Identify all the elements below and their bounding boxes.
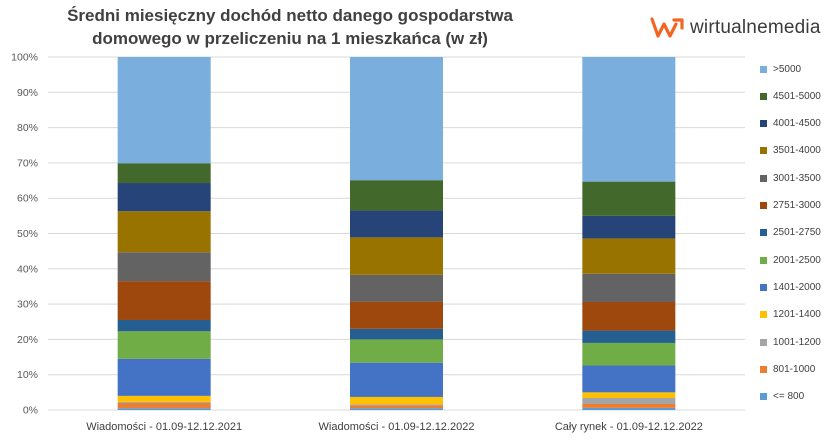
y-tick-label: 50% xyxy=(17,228,38,240)
legend-swatch xyxy=(760,393,767,401)
y-tick-label: 70% xyxy=(17,157,38,169)
bar-segment xyxy=(350,362,443,397)
legend-item: 4501-5000 xyxy=(760,89,821,103)
brand-logo: wirtualnemedia xyxy=(650,16,830,42)
bar-segment xyxy=(582,403,676,408)
legend-label: 4501-5000 xyxy=(773,90,821,102)
bar-segment xyxy=(582,342,676,366)
bar-segment xyxy=(582,215,676,239)
chart-title-line-1: Średni miesięczny dochód netto danego go… xyxy=(67,6,513,25)
legend-item: 4001-4500 xyxy=(760,117,821,131)
y-tick-label: 10% xyxy=(17,369,38,381)
legend-swatch xyxy=(760,92,767,100)
legend-item: 1201-1400 xyxy=(760,308,821,322)
legend-swatch xyxy=(760,283,767,291)
bar-segment xyxy=(117,252,211,282)
bar-segment xyxy=(350,408,443,410)
y-tick-label: 80% xyxy=(17,122,38,134)
bar-segment xyxy=(117,331,211,359)
chart-title-line-2: domowego w przeliczeniu na 1 mieszkańca … xyxy=(92,29,488,48)
bar-segment xyxy=(117,183,211,212)
legend-swatch xyxy=(760,65,767,73)
bar-segment xyxy=(582,57,676,182)
legend-swatch xyxy=(760,147,767,155)
bar-segment xyxy=(117,163,211,184)
wirtualnemedia-logo-icon xyxy=(650,17,684,38)
legend-item: 1001-1200 xyxy=(760,335,821,349)
legend-item: 801-1000 xyxy=(760,362,815,376)
bar-segment xyxy=(350,396,443,405)
bar-segment xyxy=(350,237,443,275)
legend-label: 3001-3500 xyxy=(773,172,821,184)
legend-item: 3501-4000 xyxy=(760,144,821,158)
bar-segment xyxy=(582,407,676,410)
legend-item: 3001-3500 xyxy=(760,171,821,185)
legend-label: 1001-1200 xyxy=(773,336,821,348)
bar-segment xyxy=(350,405,443,409)
bar-segment xyxy=(582,273,676,302)
bar-segment xyxy=(117,408,211,410)
bar-segment xyxy=(117,395,211,402)
bar-segment xyxy=(117,319,211,332)
x-category-label: Cały rynek - 01.09-12.12.2022 xyxy=(555,421,703,433)
legend-label: >5000 xyxy=(773,63,802,75)
legend-swatch xyxy=(760,338,767,346)
bar-segment xyxy=(117,57,211,164)
legend-label: <= 800 xyxy=(773,391,805,403)
y-tick-label: 0% xyxy=(23,405,38,417)
x-category-label: Wiadomości - 01.09-12.12.2021 xyxy=(86,421,242,433)
legend-label: 1401-2000 xyxy=(773,281,821,293)
bar-segment xyxy=(350,404,443,406)
legend-label: 4001-4500 xyxy=(773,118,821,130)
legend-item: <= 800 xyxy=(760,390,804,404)
bar-segment xyxy=(350,210,443,238)
bar-segment xyxy=(350,180,443,211)
legend-label: 801-1000 xyxy=(773,363,816,375)
bar-segment xyxy=(582,238,676,274)
legend-swatch xyxy=(760,229,767,237)
bar-segment xyxy=(350,301,443,329)
bar-segment xyxy=(582,330,676,343)
bar-segment xyxy=(582,301,676,331)
logo-text: wirtualnemedia xyxy=(690,17,821,38)
legend-label: 3501-4000 xyxy=(773,145,821,157)
legend-label: 2001-2500 xyxy=(773,254,821,266)
bar-segment xyxy=(117,402,211,409)
y-tick-label: 100% xyxy=(11,52,38,64)
bar-segment xyxy=(582,397,676,404)
legend-swatch xyxy=(760,256,767,264)
y-tick-label: 90% xyxy=(17,87,38,99)
y-tick-label: 40% xyxy=(17,263,38,275)
bar-segment xyxy=(117,401,211,403)
chart-title: Średni miesięczny dochód netto danego go… xyxy=(40,4,540,50)
legend-label: 2501-2750 xyxy=(773,227,821,239)
legend-label: 2751-3000 xyxy=(773,200,821,211)
legend-swatch xyxy=(760,365,767,373)
legend-swatch xyxy=(760,120,767,128)
bar-segment xyxy=(350,328,443,340)
bar-segment xyxy=(582,181,676,216)
bar-segment xyxy=(350,339,443,363)
bar-segment xyxy=(117,211,211,253)
legend-swatch xyxy=(760,202,767,209)
legend-swatch xyxy=(760,174,767,182)
bar-segment xyxy=(117,281,211,320)
bar-segment xyxy=(582,365,676,393)
legend-swatch xyxy=(760,311,767,319)
legend-label: 1201-1400 xyxy=(773,309,821,321)
bar-segment xyxy=(350,57,443,181)
bar-segment xyxy=(117,358,211,396)
legend-item: 2001-2500 xyxy=(760,253,821,267)
bar-segment xyxy=(350,274,443,302)
y-tick-label: 60% xyxy=(17,193,38,205)
legend-item: 1401-2000 xyxy=(760,280,821,294)
bar-segment xyxy=(582,392,676,398)
y-tick-label: 30% xyxy=(17,299,38,311)
legend-item: 2501-2750 xyxy=(760,226,821,240)
legend-item: 2751-3000 xyxy=(760,199,821,213)
y-tick-label: 20% xyxy=(17,334,38,346)
x-category-label: Wiadomości - 01.09-12.12.2022 xyxy=(319,421,475,433)
legend-item: >5000 xyxy=(760,62,801,76)
